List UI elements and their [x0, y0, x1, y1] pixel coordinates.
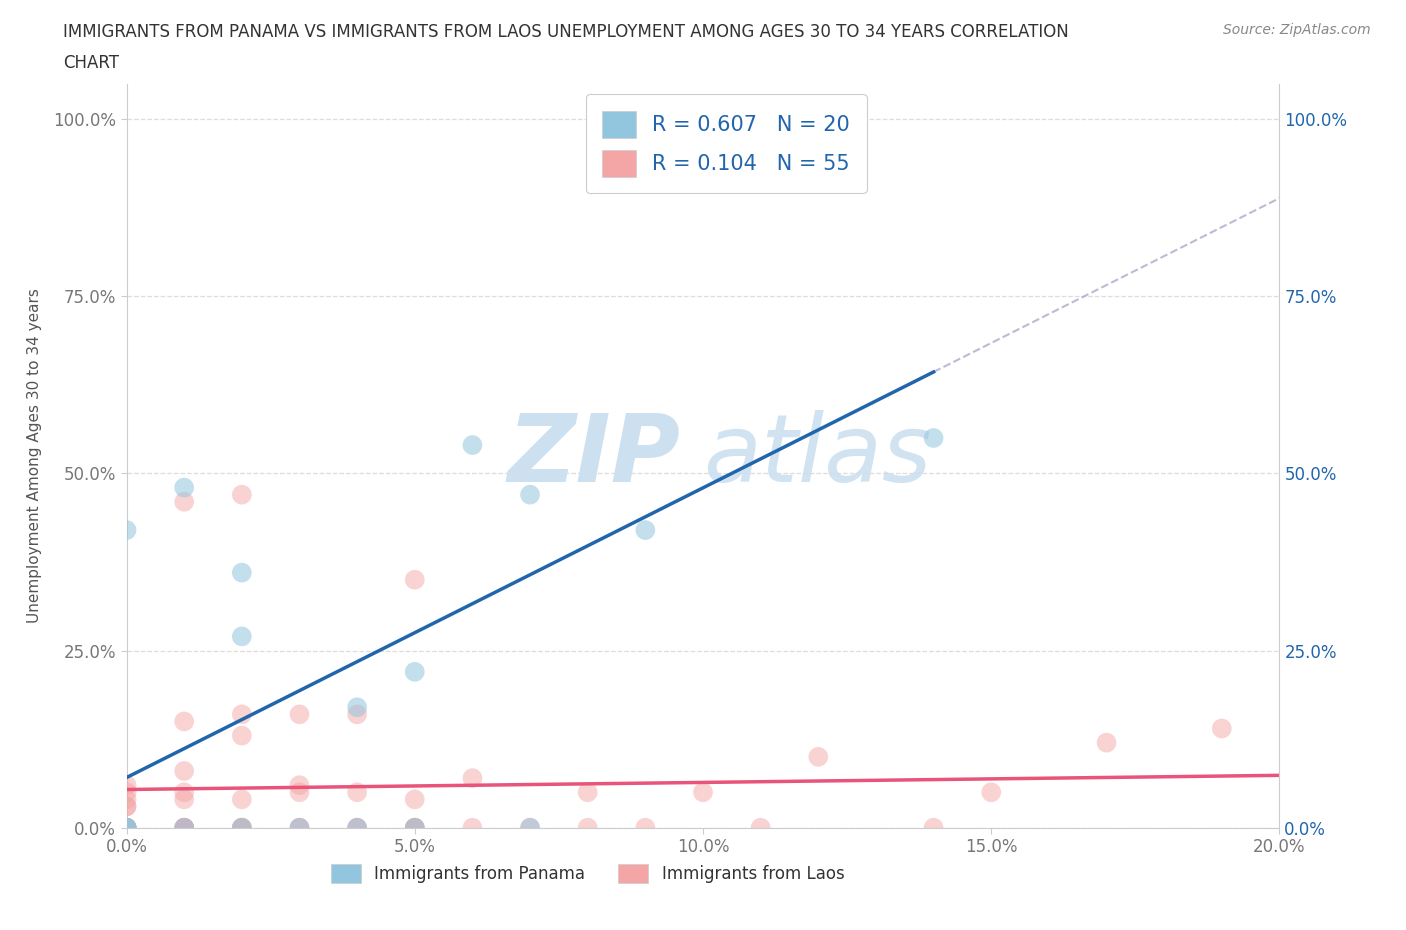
Text: ZIP: ZIP	[508, 410, 681, 501]
Point	[173, 820, 195, 835]
Point	[346, 707, 368, 722]
Point	[461, 820, 484, 835]
Point	[807, 147, 830, 162]
Point	[115, 820, 138, 835]
Point	[231, 728, 253, 743]
Point	[115, 820, 138, 835]
Point	[404, 572, 426, 587]
Point	[115, 820, 138, 835]
Point	[576, 785, 599, 800]
Point	[461, 771, 484, 786]
Point	[288, 820, 311, 835]
Point	[231, 629, 253, 644]
Point	[288, 820, 311, 835]
Point	[115, 777, 138, 792]
Point	[288, 707, 311, 722]
Point	[404, 820, 426, 835]
Legend: Immigrants from Panama, Immigrants from Laos: Immigrants from Panama, Immigrants from …	[325, 857, 851, 890]
Point	[807, 750, 830, 764]
Point	[173, 480, 195, 495]
Text: atlas: atlas	[703, 410, 931, 501]
Point	[346, 820, 368, 835]
Point	[404, 664, 426, 679]
Point	[346, 820, 368, 835]
Point	[231, 565, 253, 580]
Point	[922, 820, 945, 835]
Point	[173, 714, 195, 729]
Point	[519, 487, 541, 502]
Point	[231, 820, 253, 835]
Point	[115, 820, 138, 835]
Point	[115, 820, 138, 835]
Point	[173, 820, 195, 835]
Point	[288, 785, 311, 800]
Point	[346, 699, 368, 714]
Point	[519, 820, 541, 835]
Point	[231, 820, 253, 835]
Point	[231, 792, 253, 807]
Point	[115, 820, 138, 835]
Point	[404, 820, 426, 835]
Point	[115, 820, 138, 835]
Point	[404, 820, 426, 835]
Point	[115, 820, 138, 835]
Point	[634, 820, 657, 835]
Point	[461, 438, 484, 453]
Point	[173, 495, 195, 510]
Point	[749, 820, 772, 835]
Point	[115, 785, 138, 800]
Y-axis label: Unemployment Among Ages 30 to 34 years: Unemployment Among Ages 30 to 34 years	[27, 288, 42, 623]
Point	[576, 820, 599, 835]
Text: IMMIGRANTS FROM PANAMA VS IMMIGRANTS FROM LAOS UNEMPLOYMENT AMONG AGES 30 TO 34 : IMMIGRANTS FROM PANAMA VS IMMIGRANTS FRO…	[63, 23, 1069, 41]
Point	[288, 820, 311, 835]
Point	[231, 820, 253, 835]
Point	[404, 792, 426, 807]
Point	[346, 785, 368, 800]
Point	[115, 820, 138, 835]
Text: Source: ZipAtlas.com: Source: ZipAtlas.com	[1223, 23, 1371, 37]
Text: CHART: CHART	[63, 54, 120, 72]
Point	[922, 431, 945, 445]
Point	[173, 820, 195, 835]
Point	[519, 820, 541, 835]
Point	[692, 785, 714, 800]
Point	[288, 777, 311, 792]
Point	[231, 487, 253, 502]
Point	[115, 820, 138, 835]
Point	[115, 799, 138, 814]
Point	[173, 792, 195, 807]
Point	[980, 785, 1002, 800]
Point	[115, 792, 138, 807]
Point	[115, 799, 138, 814]
Point	[231, 820, 253, 835]
Point	[404, 820, 426, 835]
Point	[173, 764, 195, 778]
Point	[1211, 721, 1233, 736]
Point	[346, 820, 368, 835]
Point	[634, 523, 657, 538]
Point	[115, 820, 138, 835]
Point	[173, 820, 195, 835]
Point	[115, 523, 138, 538]
Point	[231, 707, 253, 722]
Point	[173, 820, 195, 835]
Point	[173, 785, 195, 800]
Point	[1095, 736, 1118, 751]
